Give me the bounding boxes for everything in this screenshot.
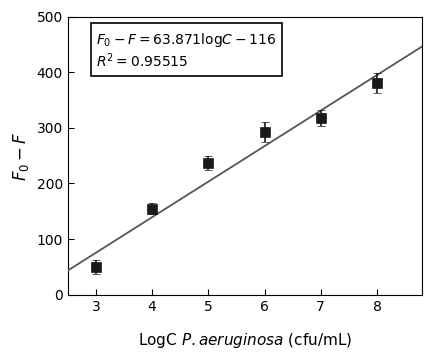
Y-axis label: $F_0-F$: $F_0-F$ <box>11 131 31 180</box>
Text: $F_0-F=63.871\mathrm{log}C-116$
$R^2=0.95515$: $F_0-F=63.871\mathrm{log}C-116$ $R^2=0.9… <box>96 31 276 70</box>
Text: LogC $\it{P. aeruginosa}$ (cfu/mL): LogC $\it{P. aeruginosa}$ (cfu/mL) <box>138 331 352 350</box>
